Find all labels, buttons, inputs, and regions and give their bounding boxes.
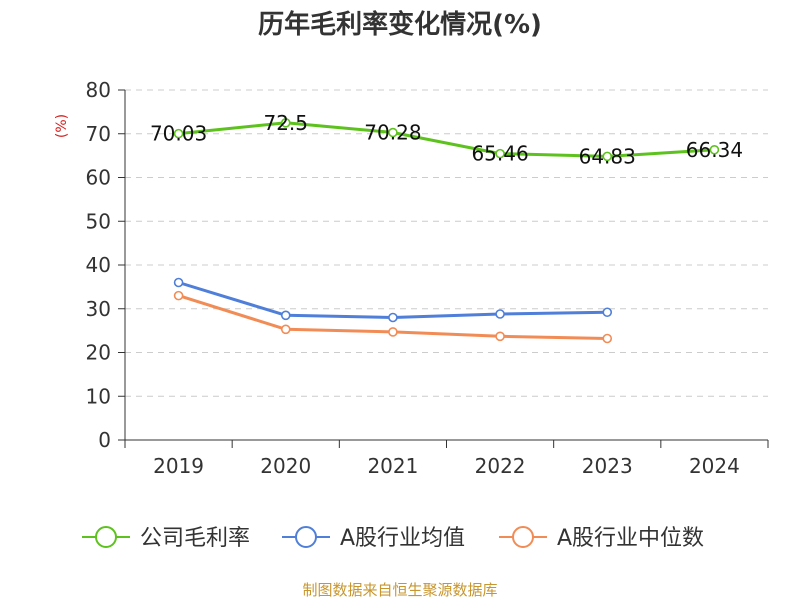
x-tick-label: 2021: [367, 454, 418, 478]
data-point: [280, 310, 291, 321]
y-tick-label: 50: [86, 209, 111, 233]
y-tick-label: 10: [86, 384, 111, 408]
data-point: [602, 333, 613, 344]
legend-marker: [95, 526, 117, 548]
data-point: [280, 118, 291, 128]
data-point: [173, 290, 184, 301]
legend-marker: [512, 526, 534, 548]
y-tick-label: 30: [86, 297, 111, 321]
grid: [125, 89, 768, 397]
data-point: [173, 277, 184, 288]
data-label: 65.46: [471, 142, 528, 166]
x-tick-label: 2023: [582, 454, 633, 478]
y-tick-label: 80: [86, 78, 111, 102]
data-point: [388, 312, 398, 323]
data-label: 70.28: [364, 121, 421, 145]
data-point: [173, 128, 184, 139]
y-tick-label: 60: [86, 166, 111, 190]
data-point: [602, 307, 613, 318]
y-tick-label: 70: [86, 122, 111, 146]
axes: 0 10 20 30 40 50 60 70 80 2019 2020 2021 2022 2023 202…: [86, 78, 769, 478]
data-point: [709, 144, 720, 155]
chart-title: 历年毛利率变化情况(%): [258, 9, 542, 40]
data-point: [388, 327, 398, 337]
x-tick-label: 2019: [153, 454, 204, 478]
legend-label: 公司毛利率: [140, 526, 250, 551]
series-line: [178, 281, 608, 319]
x-tick-label: 2020: [260, 454, 311, 478]
data-point: [388, 127, 398, 138]
source-note: 制图数据来自恒生聚源数据库: [302, 581, 497, 599]
legend-marker: [295, 526, 317, 548]
y-tick-label: 40: [86, 253, 111, 277]
series-line: [178, 121, 715, 158]
series: [173, 118, 720, 344]
legend: 公司毛利率 A股行业均值 A股行业中位数: [82, 526, 704, 551]
data-point: [602, 151, 613, 162]
data-point: [495, 309, 505, 319]
data-label: 70.03: [150, 122, 207, 146]
x-tick-label: 2022: [475, 454, 526, 478]
data-label: 66.34: [686, 138, 743, 162]
legend-label: A股行业中位数: [557, 526, 704, 551]
data-point: [495, 331, 505, 342]
y-tick-label: 20: [86, 341, 111, 365]
y-axis-label: (%): [54, 114, 70, 138]
data-labels: 70.03 72.5 70.28 65.46 64.83 66.34: [150, 111, 743, 169]
data-point: [495, 148, 505, 159]
data-label: 64.83: [579, 144, 636, 168]
data-point: [280, 324, 291, 335]
legend-label: A股行业均值: [340, 526, 465, 551]
y-tick-label: 0: [98, 428, 111, 452]
data-label: 72.5: [263, 111, 308, 135]
x-tick-label: 2024: [689, 454, 740, 478]
